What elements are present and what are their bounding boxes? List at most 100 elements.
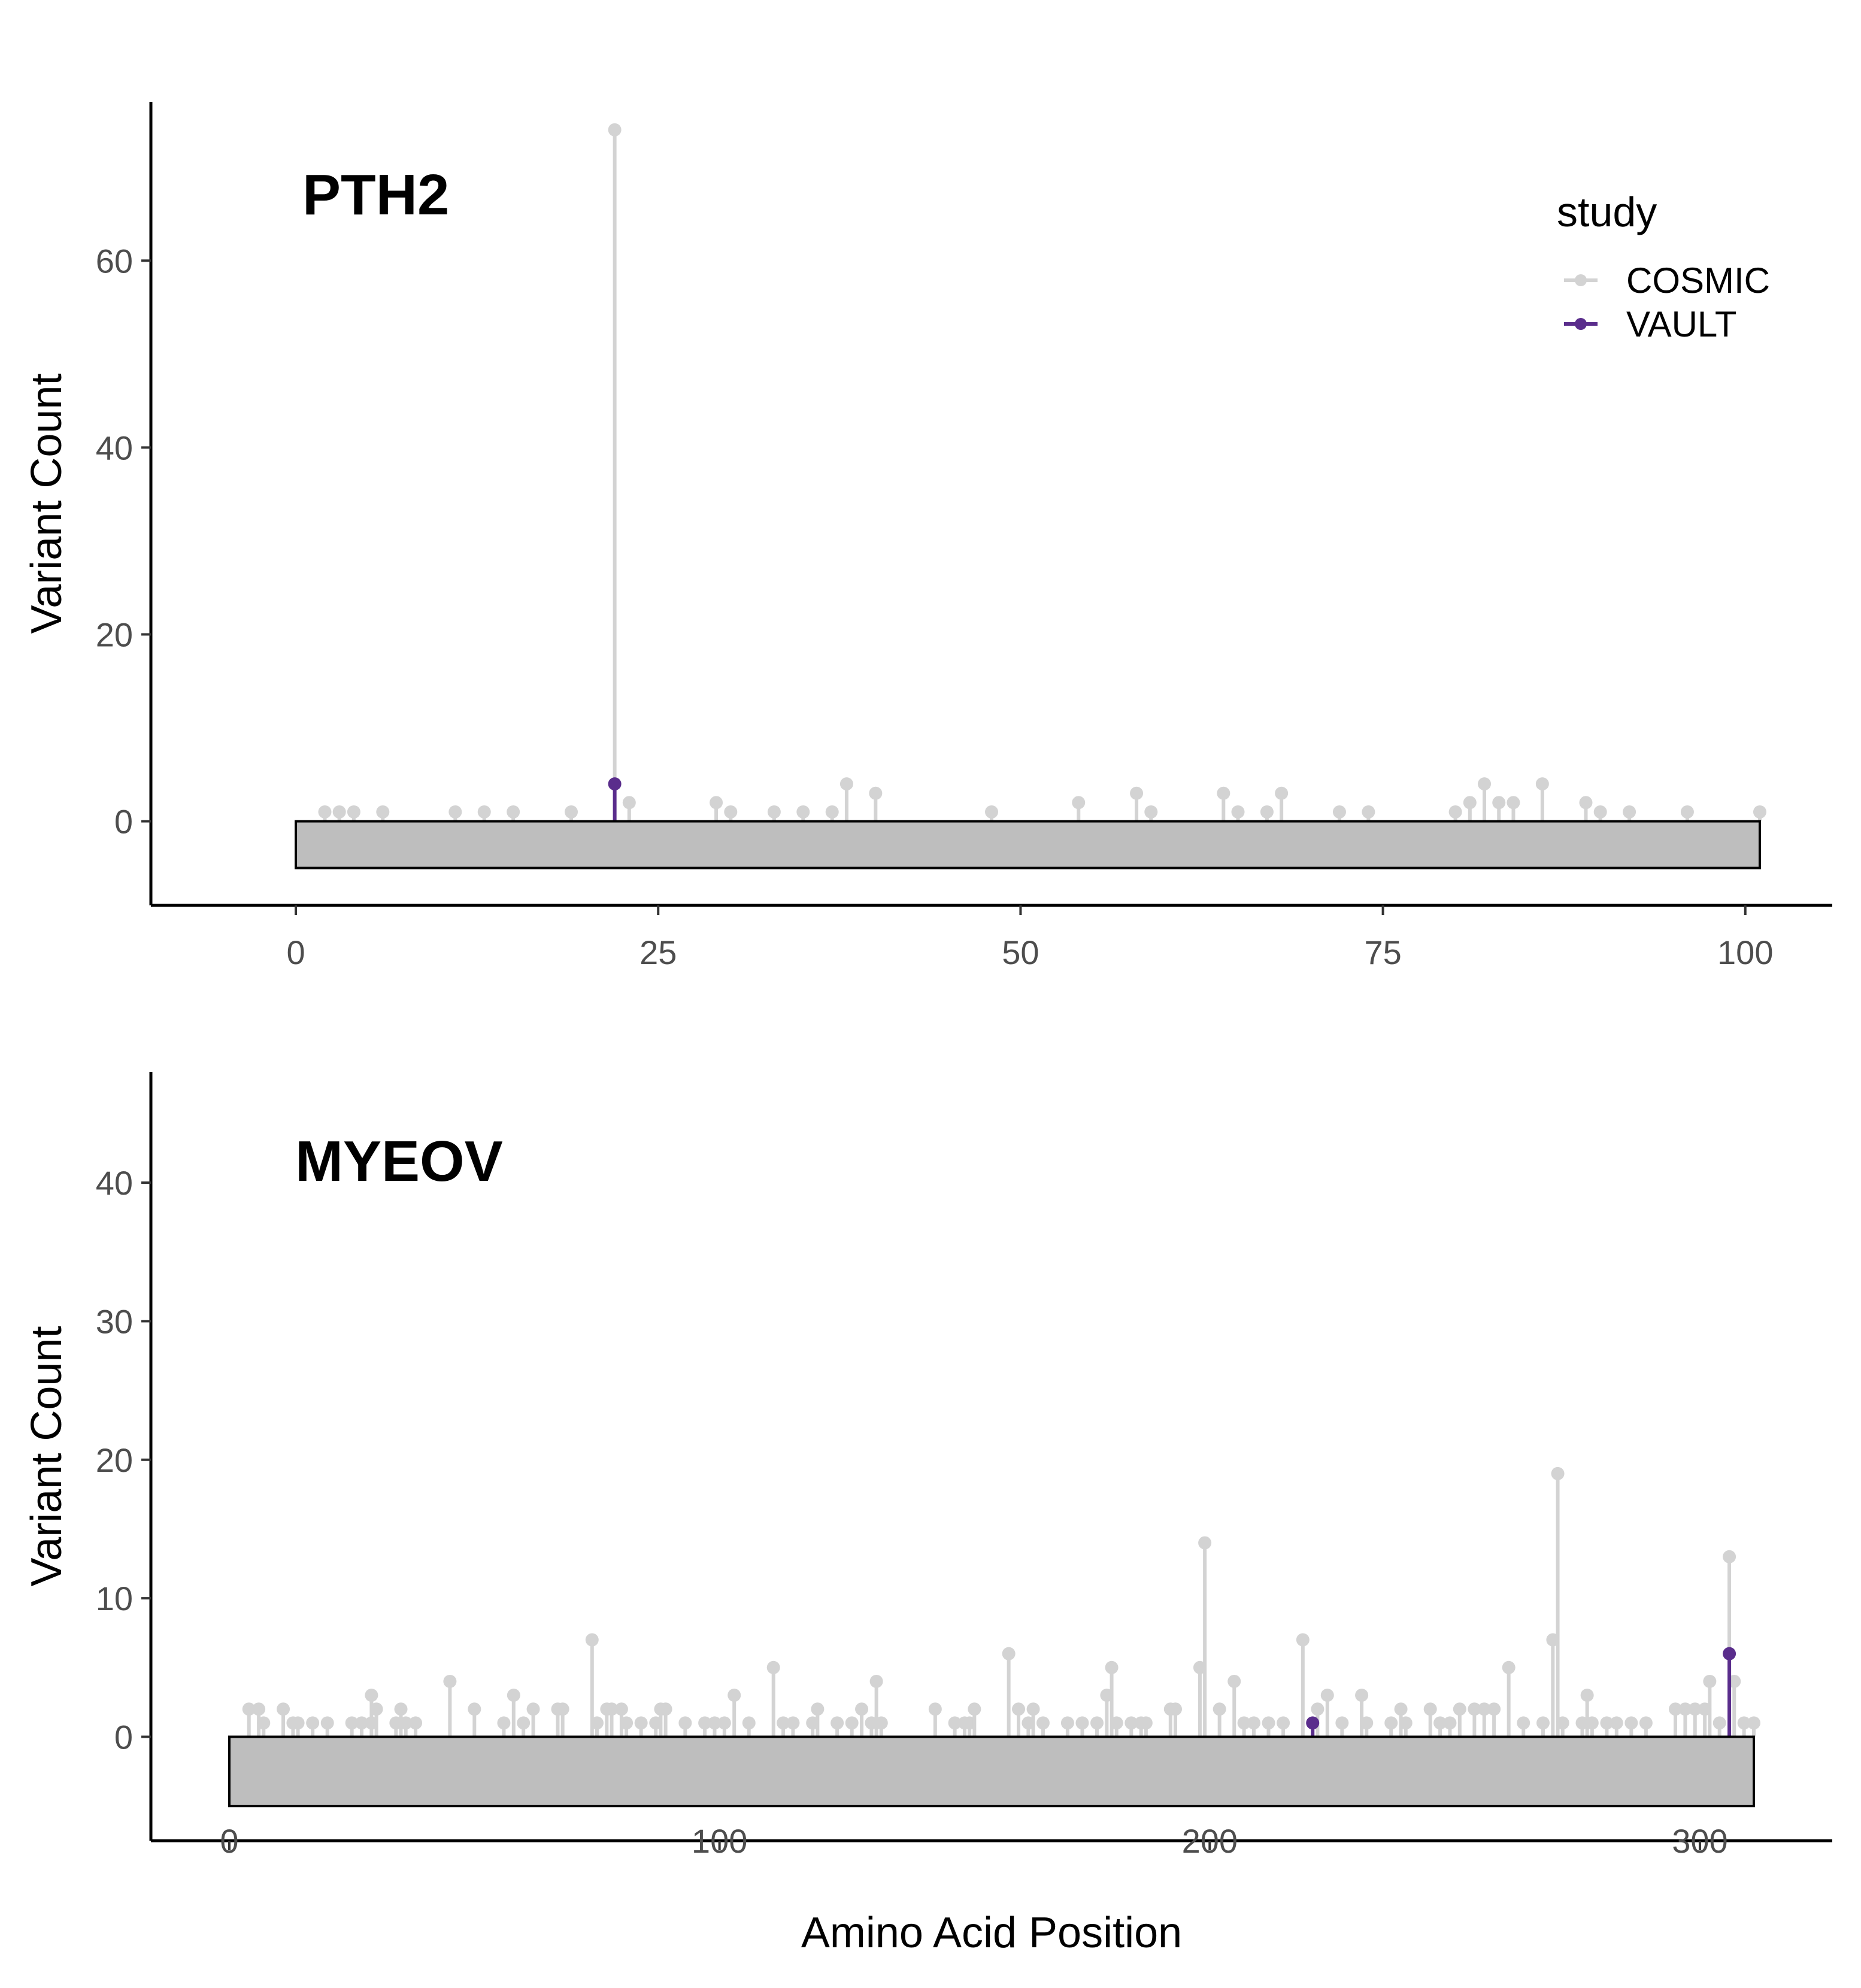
point-cosmic xyxy=(1277,1716,1290,1730)
point-cosmic xyxy=(1580,1689,1594,1702)
point-cosmic xyxy=(347,805,360,819)
point-cosmic xyxy=(556,1702,569,1716)
x-tick-label: 50 xyxy=(1002,934,1039,971)
point-cosmic xyxy=(1703,1674,1717,1688)
point-cosmic xyxy=(365,1689,378,1702)
point-cosmic xyxy=(796,805,810,819)
point-cosmic xyxy=(306,1716,320,1730)
point-cosmic xyxy=(468,1702,481,1716)
point-cosmic xyxy=(1275,786,1289,800)
point-cosmic xyxy=(777,1716,790,1730)
point-cosmic xyxy=(1579,796,1593,810)
point-cosmic xyxy=(767,805,781,819)
point-cosmic xyxy=(565,805,578,819)
legend-title: study xyxy=(1557,189,1657,235)
point-cosmic xyxy=(1296,1633,1310,1647)
point-cosmic xyxy=(766,1660,780,1674)
point-cosmic xyxy=(1623,805,1636,819)
point-cosmic xyxy=(1487,1702,1501,1716)
panel-myeov: 0 10 20 30 40 0 100 200 300 MYEOV Variant Count Ami… xyxy=(23,1072,1832,1957)
point-cosmic xyxy=(517,1716,531,1730)
point-cosmic xyxy=(399,1716,413,1730)
point-cosmic xyxy=(376,805,390,819)
point-cosmic xyxy=(507,1689,520,1702)
point-cosmic xyxy=(590,1716,604,1730)
point-cosmic xyxy=(1600,1716,1614,1730)
point-cosmic xyxy=(1433,1716,1447,1730)
point-cosmic xyxy=(845,1716,859,1730)
point-cosmic xyxy=(1737,1716,1751,1730)
point-cosmic xyxy=(320,1716,334,1730)
point-cosmic xyxy=(1448,805,1462,819)
x-tick-label: 0 xyxy=(286,934,305,971)
y-tick-label: 0 xyxy=(114,1718,133,1756)
point-cosmic xyxy=(1593,805,1607,819)
point-cosmic xyxy=(869,1674,883,1688)
point-cosmic xyxy=(1231,805,1245,819)
y-axis-title: Variant Count xyxy=(23,1326,71,1587)
point-cosmic xyxy=(608,123,622,137)
point-cosmic xyxy=(1036,1716,1050,1730)
protein-bar xyxy=(228,1735,1756,1808)
point-cosmic xyxy=(394,1702,408,1716)
point-cosmic xyxy=(1423,1702,1437,1716)
point-cosmic xyxy=(1536,1716,1550,1730)
point-cosmic xyxy=(1639,1716,1653,1730)
point-cosmic xyxy=(634,1716,648,1730)
point-cosmic xyxy=(1713,1716,1726,1730)
point-cosmic xyxy=(369,1702,383,1716)
point-cosmic xyxy=(928,1702,942,1716)
point-cosmic xyxy=(1362,805,1375,819)
point-cosmic xyxy=(874,1716,888,1730)
point-cosmic xyxy=(1072,796,1086,810)
point-cosmic xyxy=(1360,1716,1374,1730)
point-cosmic xyxy=(1198,1536,1212,1550)
point-cosmic xyxy=(1217,786,1230,800)
x-tick-label: 200 xyxy=(1182,1822,1238,1860)
point-cosmic xyxy=(1105,1660,1119,1674)
gene-label-myeov: MYEOV xyxy=(295,1129,503,1193)
x-tick-label: 75 xyxy=(1364,934,1401,971)
legend-swatch-dot-vault xyxy=(1575,318,1587,330)
point-cosmic xyxy=(708,1716,722,1730)
point-cosmic xyxy=(1394,1702,1408,1716)
y-tick-label: 10 xyxy=(96,1580,133,1617)
x-tick-label: 300 xyxy=(1672,1822,1727,1860)
point-cosmic xyxy=(1026,1702,1040,1716)
legend: study COSMIC VAULT xyxy=(1557,189,1770,344)
point-cosmic xyxy=(1237,1716,1251,1730)
point-cosmic xyxy=(291,1716,305,1730)
point-cosmic xyxy=(620,1716,634,1730)
point-cosmic xyxy=(1551,1466,1565,1480)
point-cosmic xyxy=(724,805,738,819)
point-cosmic xyxy=(332,805,346,819)
point-cosmic xyxy=(345,1716,359,1730)
point-cosmic xyxy=(443,1674,457,1688)
point-cosmic xyxy=(1355,1689,1369,1702)
legend-label-cosmic: COSMIC xyxy=(1626,260,1770,301)
point-cosmic xyxy=(1678,1702,1692,1716)
point-cosmic xyxy=(1332,805,1346,819)
point-cosmic xyxy=(811,1702,825,1716)
point-cosmic xyxy=(526,1702,540,1716)
point-cosmic xyxy=(1168,1702,1182,1716)
point-cosmic xyxy=(1507,796,1520,810)
x-tick-label: 0 xyxy=(220,1822,238,1860)
point-cosmic xyxy=(1384,1716,1398,1730)
point-cosmic xyxy=(710,796,723,810)
point-cosmic xyxy=(1535,777,1549,791)
point-cosmic xyxy=(1110,1716,1123,1730)
panel-pth2: 0 20 40 60 0 25 50 75 100 PTH2 Variant Count xyxy=(23,102,1832,971)
point-cosmic xyxy=(786,1716,800,1730)
x-axis-title: Amino Acid Position xyxy=(801,1909,1182,1957)
point-cosmic xyxy=(318,805,332,819)
legend-item-vault: VAULT xyxy=(1564,304,1736,344)
y-tick-label: 30 xyxy=(96,1302,133,1340)
y-tick-label: 40 xyxy=(96,429,133,466)
point-cosmic xyxy=(968,1702,981,1716)
point-cosmic xyxy=(678,1716,692,1730)
point-cosmic xyxy=(1247,1716,1260,1730)
point-cosmic xyxy=(1399,1716,1413,1730)
point-cosmic xyxy=(1468,1702,1481,1716)
point-cosmic xyxy=(277,1702,290,1716)
